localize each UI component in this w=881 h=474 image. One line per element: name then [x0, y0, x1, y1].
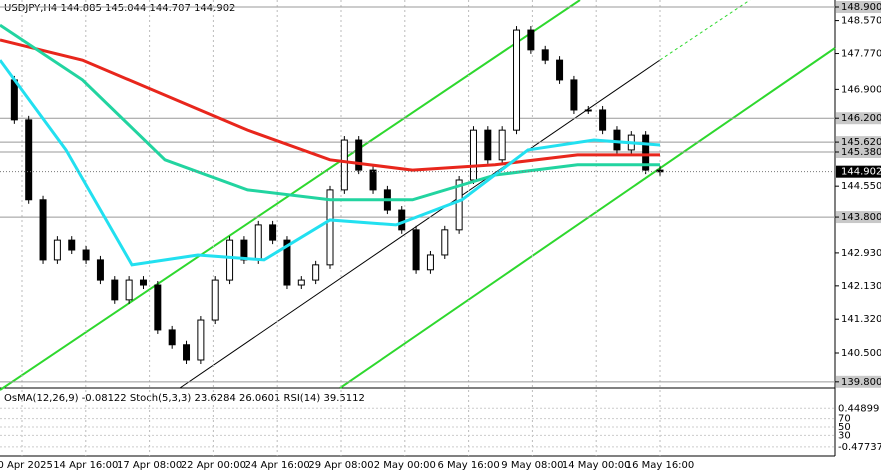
candle [111, 279, 119, 301]
candle [484, 129, 492, 161]
candle [226, 239, 234, 281]
candle [584, 109, 592, 112]
ind-tick-label: -0.47737 [838, 442, 881, 453]
ind-tick-label: 30 [838, 430, 851, 441]
y-tick-label: 139.800 [841, 377, 881, 388]
moving-average [0, 23, 660, 202]
candle [642, 134, 650, 171]
candle [541, 49, 549, 61]
candle [68, 239, 76, 251]
x-tick-label: 16 May 16:00 [626, 460, 695, 471]
ind-tick-label: 0.44899 [838, 403, 879, 414]
level-label-bg [836, 1, 881, 14]
candle [570, 79, 578, 111]
y-tick-label: 142.930 [841, 248, 881, 259]
x-tick-label: 14 Apr 16:00 [53, 460, 118, 471]
candle [326, 189, 334, 266]
y-tick-label: 147.770 [841, 49, 881, 60]
candle [599, 109, 607, 131]
candle [154, 284, 162, 331]
candle [469, 129, 477, 181]
candle [498, 129, 506, 161]
level-label-bg [836, 145, 881, 158]
x-tick-label: 24 Apr 16:00 [245, 460, 310, 471]
moving-average [0, 38, 660, 172]
x-tick-label: 6 May 16:00 [437, 460, 499, 471]
x-tick-label: 29 Apr 08:00 [308, 460, 373, 471]
y-tick-label: 141.320 [841, 314, 881, 325]
level-label-bg [836, 136, 881, 149]
candle [312, 264, 320, 281]
candle [125, 279, 133, 301]
candle [211, 279, 219, 321]
candle [412, 229, 420, 271]
candle [96, 259, 104, 281]
x-tick-label: 2 May 00:00 [374, 460, 436, 471]
candle [197, 319, 205, 361]
x-tick-label: 14 May 00:00 [562, 460, 631, 471]
level-label-bg [836, 211, 881, 224]
y-tick-label: 140.500 [841, 348, 881, 359]
ind-tick-label: 70 [838, 414, 851, 425]
x-tick-label: 9 May 08:00 [501, 460, 563, 471]
y-tick-label: 143.800 [841, 212, 881, 223]
candle [39, 199, 47, 261]
y-tick-label: 145.380 [841, 147, 881, 158]
candle [369, 169, 377, 191]
candle [426, 254, 434, 271]
channel-ext [659, 0, 751, 61]
candle [168, 329, 176, 346]
moving-average [0, 59, 661, 267]
y-tick-label: 148.570 [841, 16, 881, 27]
candle [240, 239, 248, 261]
candle [183, 344, 191, 361]
x-tick-label: 10 Apr 2025 [0, 460, 53, 471]
candle [139, 279, 147, 286]
candle [455, 179, 463, 231]
level-label-bg [836, 375, 881, 388]
y-tick-label: 142.130 [841, 281, 881, 292]
y-tick-label: 148.900 [841, 2, 881, 13]
candle [10, 79, 18, 121]
candle [340, 139, 348, 191]
candle [254, 224, 262, 261]
y-tick-label: 144.550 [841, 181, 881, 192]
candle [82, 249, 90, 261]
ind-tick-label: 50 [838, 422, 851, 433]
candle [269, 224, 277, 241]
current-bg [836, 165, 881, 178]
candle [355, 139, 363, 171]
candle [297, 279, 305, 286]
y-tick-label: 146.900 [841, 84, 881, 95]
x-tick-label: 22 Apr 00:00 [181, 460, 246, 471]
candle [613, 129, 621, 151]
candle [513, 29, 521, 131]
chart-title: USDJPY,H4 144.885 145.044 144.707 144.90… [4, 3, 235, 14]
y-tick-label: 146.200 [841, 113, 881, 124]
indicator-title: OsMA(12,26,9) -0.08122 Stoch(5,3,3) 23.6… [4, 393, 365, 404]
candle [53, 239, 61, 261]
y-tick-label: 145.620 [841, 137, 881, 148]
candle [527, 29, 535, 51]
candle [283, 239, 291, 286]
candle [556, 59, 564, 81]
candle [398, 209, 406, 231]
x-tick-label: 17 Apr 08:00 [117, 460, 182, 471]
level-label-bg [836, 112, 881, 125]
candle [441, 229, 449, 256]
candle [25, 119, 33, 201]
current-label: 144.902 [841, 167, 881, 178]
